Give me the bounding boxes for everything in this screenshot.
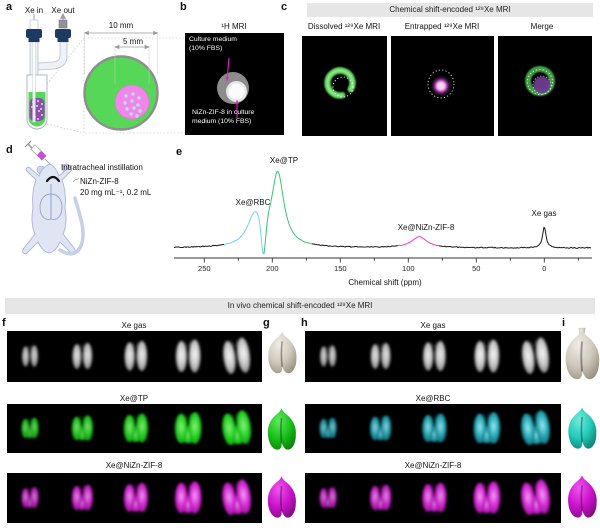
svg-text:50: 50 bbox=[472, 264, 480, 273]
peak-label-rbc: Xe@RBC bbox=[235, 198, 271, 207]
panel-letter-h: h bbox=[301, 317, 308, 329]
outer-dotted-outline bbox=[527, 69, 553, 95]
dimension-lines bbox=[83, 30, 159, 84]
merge-mri-image bbox=[498, 36, 592, 136]
mri-slice-strip bbox=[305, 404, 561, 453]
xe-nmr-spectrum: 250 200 150 100 50 0 bbox=[170, 150, 600, 292]
merge-graphics bbox=[525, 66, 555, 96]
mouse-body bbox=[22, 163, 76, 255]
particle-dots bbox=[123, 92, 142, 118]
mouse-instillation-illustration bbox=[22, 140, 85, 256]
c-header-banner: Chemical shift-encoded ¹²⁹Xe MRI bbox=[307, 3, 593, 17]
agent-label: NiZn-ZIF-8 bbox=[80, 177, 119, 186]
peak-label-gas: Xe gas bbox=[531, 209, 557, 218]
mri-slice-strip bbox=[7, 473, 262, 523]
h-row3-title: Xe@NiZn-ZIF-8 bbox=[404, 461, 462, 470]
mri-slice-strip bbox=[7, 331, 262, 382]
outlet-port bbox=[58, 19, 68, 29]
panel-letter-d: d bbox=[6, 144, 13, 156]
mouse-lungs-outline bbox=[39, 184, 63, 220]
tube-outline-dotted bbox=[332, 76, 354, 98]
proton-mri-graphics bbox=[217, 57, 249, 118]
nizn-zif8-suspension bbox=[29, 98, 45, 121]
entrapped-xe-graphics bbox=[427, 69, 455, 99]
xe-out-label: Xe out bbox=[51, 6, 75, 15]
svg-text:250: 250 bbox=[198, 264, 211, 273]
proton-mri-image: Culture medium (10% FBS) NiZn-ZIF-8 in c… bbox=[185, 33, 284, 135]
culture-medium-annotation: Culture medium (10% FBS) bbox=[189, 36, 237, 52]
entrapped-signal-core bbox=[436, 81, 446, 91]
glass-u-tube bbox=[37, 41, 68, 71]
nizn-zif8-annotation: NiZn-ZIF-8 in culture medium (10% FBS) bbox=[192, 109, 255, 125]
svg-text:100: 100 bbox=[402, 264, 415, 273]
panel-letter-i: i bbox=[562, 317, 566, 329]
h-row1-title: Xe gas bbox=[420, 321, 446, 330]
mouse-tail bbox=[58, 196, 85, 256]
gas-delivery-tube bbox=[32, 41, 36, 123]
f-row1-title: Xe gas bbox=[121, 321, 147, 330]
f-row3-title: Xe@NiZn-ZIF-8 bbox=[105, 461, 163, 470]
outer-diameter-label: 10 mm bbox=[108, 21, 134, 30]
tube-outline-dotted bbox=[427, 69, 455, 99]
panel-letter-b: b bbox=[180, 1, 187, 13]
x-axis-label: Chemical shift (ppm) bbox=[348, 278, 422, 287]
peak-label-tp: Xe@TP bbox=[269, 156, 299, 165]
syringe bbox=[24, 140, 52, 166]
lung-3d-render-g3 bbox=[265, 474, 298, 520]
lung-3d-render-i3 bbox=[564, 473, 600, 520]
panel-letter-e: e bbox=[176, 146, 183, 158]
mri-slice-strip bbox=[305, 473, 561, 523]
panel-letter-f: f bbox=[2, 317, 6, 329]
panel-letter-g: g bbox=[263, 317, 270, 329]
merged-entrapped-disc bbox=[533, 76, 551, 94]
dissolved-xe-graphics bbox=[324, 67, 356, 99]
peak-label-nizn: Xe@NiZn-ZIF-8 bbox=[397, 223, 455, 232]
phantom-apparatus-illustration bbox=[26, 12, 192, 134]
panel-letter-c: c bbox=[281, 1, 288, 13]
lung-3d-render-i1 bbox=[563, 326, 600, 383]
entrapped-subtitle: Entrapped ¹²⁹Xe MRI bbox=[404, 22, 480, 31]
agent-leader-line bbox=[72, 178, 80, 183]
tube-caps bbox=[26, 29, 71, 42]
dose-label: 20 mg mL⁻¹, 0.2 mL bbox=[80, 188, 152, 197]
spectrum-plot: 250 200 150 100 50 0 bbox=[173, 170, 592, 273]
svg-text:0: 0 bbox=[542, 264, 546, 273]
lung-3d-render-g1 bbox=[266, 329, 298, 376]
svg-text:200: 200 bbox=[266, 264, 279, 273]
syringe-dose bbox=[36, 150, 47, 161]
nizn-zif8-tube bbox=[228, 83, 245, 100]
mouse-mouth bbox=[45, 175, 61, 183]
dissolved-xe-mri-image bbox=[302, 36, 387, 136]
xe-in-label: Xe in bbox=[24, 6, 44, 15]
lung-3d-render-g2 bbox=[265, 406, 298, 452]
lung-3d-render-i2 bbox=[565, 405, 599, 451]
mri-slice-strip bbox=[305, 331, 561, 382]
b-title: ¹H MRI bbox=[221, 22, 247, 31]
invivo-header-banner: In vivo chemical shift-encoded ¹²⁹Xe MRI bbox=[5, 298, 595, 314]
dissolved-signal-ring bbox=[324, 67, 356, 99]
inner-diameter-label: 5 mm bbox=[123, 37, 143, 46]
f-row2-title: Xe@TP bbox=[119, 394, 149, 403]
merge-subtitle: Merge bbox=[530, 22, 554, 31]
inlet-port bbox=[29, 19, 39, 31]
dissolved-subtitle: Dissolved ¹²⁹Xe MRI bbox=[307, 22, 381, 31]
h-row2-title: Xe@RBC bbox=[415, 394, 451, 403]
panel-letter-a: a bbox=[6, 1, 13, 13]
svg-text:150: 150 bbox=[334, 264, 347, 273]
inner-dotted-outline bbox=[532, 75, 552, 95]
annotation-arrows bbox=[225, 57, 239, 118]
procedure-label: Intratracheal instillation bbox=[61, 163, 143, 172]
mri-slice-strip bbox=[7, 404, 262, 453]
entrapped-xe-mri-image bbox=[391, 36, 494, 136]
